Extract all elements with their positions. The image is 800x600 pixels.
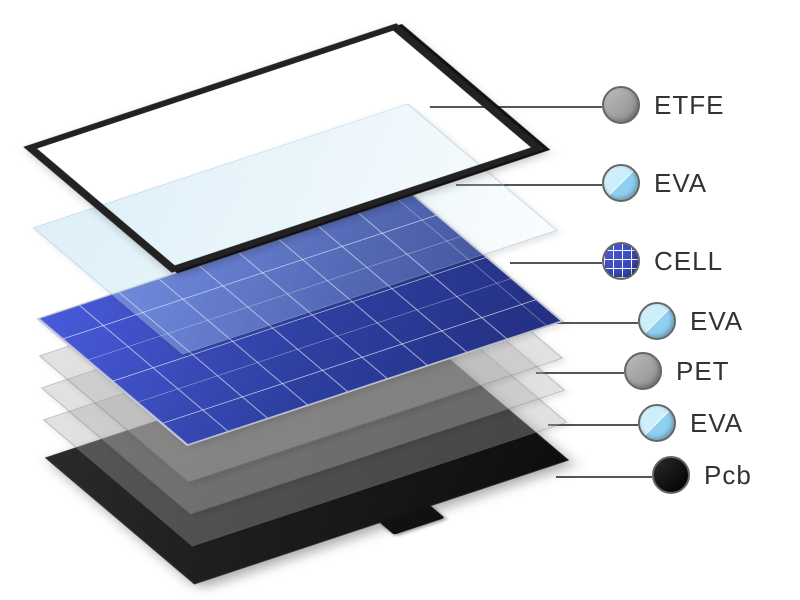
swatch-pcb [652,456,690,494]
label-cell: CELL [654,246,723,277]
legend-pet: PET [624,352,730,390]
legend-eva-bot: EVA [638,404,743,442]
label-eva-mid: EVA [690,306,743,337]
legend-cell: CELL [602,242,723,280]
leader-pcb [556,476,652,478]
legend-pcb: Pcb [652,456,752,494]
exploded-diagram: ETFE EVA CELL EVA PET EVA Pcb [0,0,800,600]
label-eva-top: EVA [654,168,707,199]
leader-pet [536,372,624,374]
swatch-pet [624,352,662,390]
swatch-eva-mid [638,302,676,340]
legend-etfe: ETFE [602,86,724,124]
label-pcb: Pcb [704,460,752,491]
legend-eva-top: EVA [602,164,707,202]
sheet-etfe-frame [23,23,545,272]
label-etfe: ETFE [654,90,724,121]
label-pet: PET [676,356,730,387]
swatch-cell [602,242,640,280]
legend-eva-mid: EVA [638,302,743,340]
layer-etfe [64,8,504,288]
swatch-eva-bot [638,404,676,442]
label-eva-bot: EVA [690,408,743,439]
swatch-eva-top [602,164,640,202]
leader-eva-bot [548,424,638,426]
swatch-etfe [602,86,640,124]
